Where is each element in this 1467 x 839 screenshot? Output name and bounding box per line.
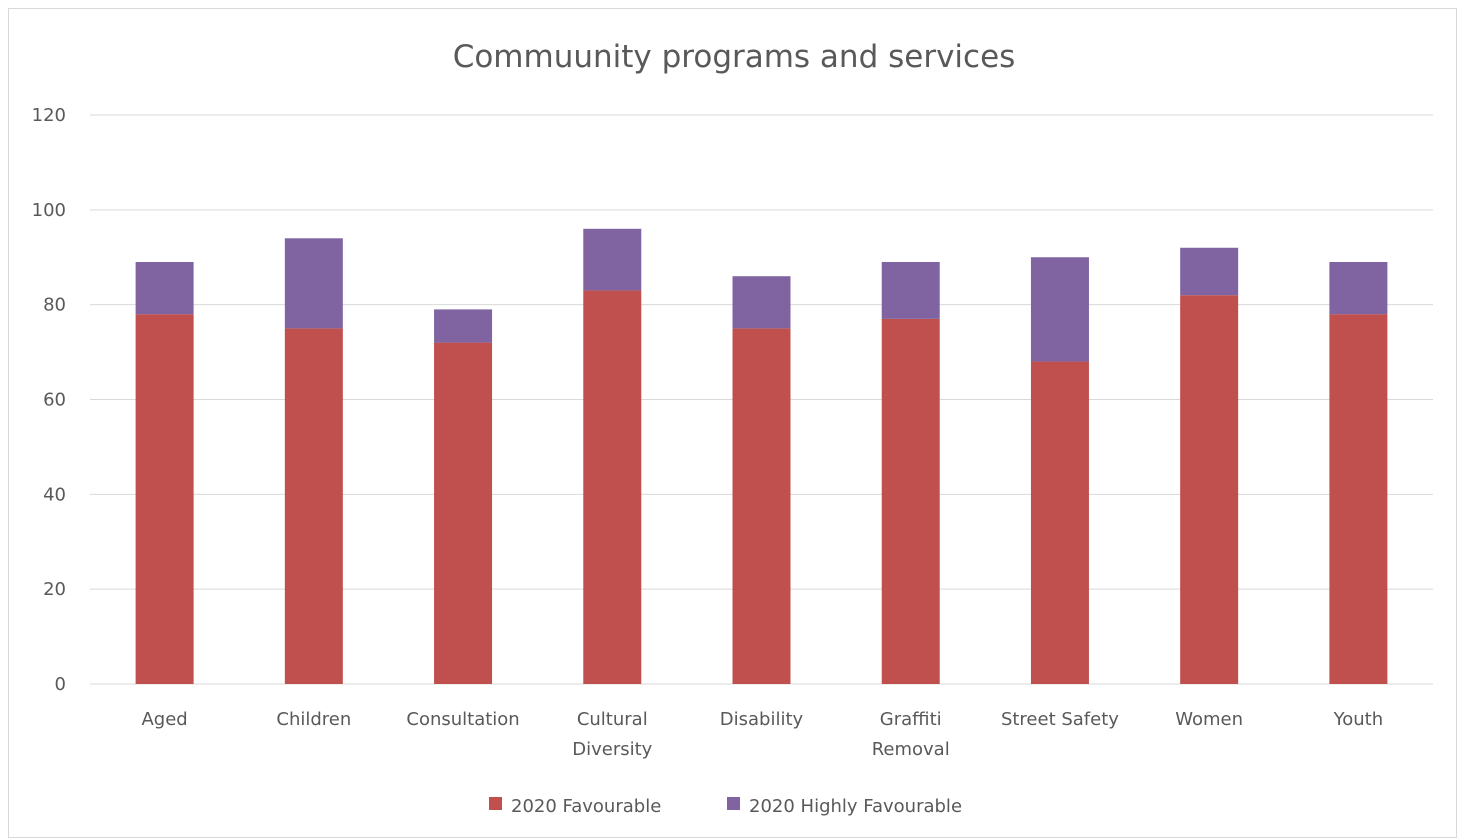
- x-tick-label: Women: [1175, 709, 1243, 730]
- x-tick-label: Consultation: [406, 709, 519, 730]
- bar-favourable: [284, 328, 343, 684]
- x-tick-label: Removal: [872, 739, 950, 760]
- legend-swatch: [489, 797, 502, 810]
- bar-favourable: [881, 318, 940, 684]
- bar-highly-favourable: [732, 276, 791, 329]
- bar-highly-favourable: [1030, 257, 1089, 362]
- legend: 2020 Favourable 2020 Highly Favourable: [489, 796, 962, 817]
- y-tick-label: 0: [55, 674, 66, 695]
- y-tick-label: 60: [43, 390, 66, 411]
- bar-favourable: [1030, 361, 1089, 684]
- bar-highly-favourable: [583, 228, 642, 291]
- y-axis: 0 20 40 60 80 100 120: [32, 105, 66, 695]
- x-tick-label: Children: [276, 709, 351, 730]
- x-tick-label: Street Safety: [1001, 709, 1119, 730]
- x-axis: Aged Children Consultation Cultural Diversit…: [141, 709, 1383, 760]
- chart-title: Commuunity programs and services: [453, 39, 1016, 75]
- bar-favourable: [1329, 314, 1388, 684]
- bar-highly-favourable: [1180, 247, 1239, 296]
- bars: [135, 228, 1388, 684]
- legend-swatch: [727, 797, 740, 810]
- x-tick-label: Cultural: [577, 709, 648, 730]
- bar-highly-favourable: [135, 261, 194, 315]
- bar-favourable: [583, 290, 642, 684]
- y-tick-label: 20: [43, 579, 66, 600]
- bar-favourable: [1180, 295, 1239, 684]
- bar-highly-favourable: [1329, 261, 1388, 315]
- x-tick-label: Aged: [141, 709, 187, 730]
- y-tick-label: 100: [32, 200, 66, 221]
- x-tick-label: Graffiti: [880, 709, 942, 730]
- legend-label: 2020 Favourable: [511, 796, 661, 817]
- y-tick-label: 40: [43, 484, 66, 505]
- y-tick-label: 120: [32, 105, 66, 126]
- bar-favourable: [732, 328, 791, 684]
- bar-highly-favourable: [881, 261, 940, 319]
- bar-favourable: [135, 314, 194, 684]
- legend-label: 2020 Highly Favourable: [749, 796, 962, 817]
- x-tick-label: Disability: [720, 709, 804, 730]
- y-tick-label: 80: [43, 295, 66, 316]
- x-tick-label: Diversity: [572, 739, 652, 760]
- bar-highly-favourable: [434, 309, 493, 343]
- bar-favourable: [434, 342, 493, 684]
- bar-highly-favourable: [284, 238, 343, 329]
- x-tick-label: Youth: [1333, 709, 1384, 730]
